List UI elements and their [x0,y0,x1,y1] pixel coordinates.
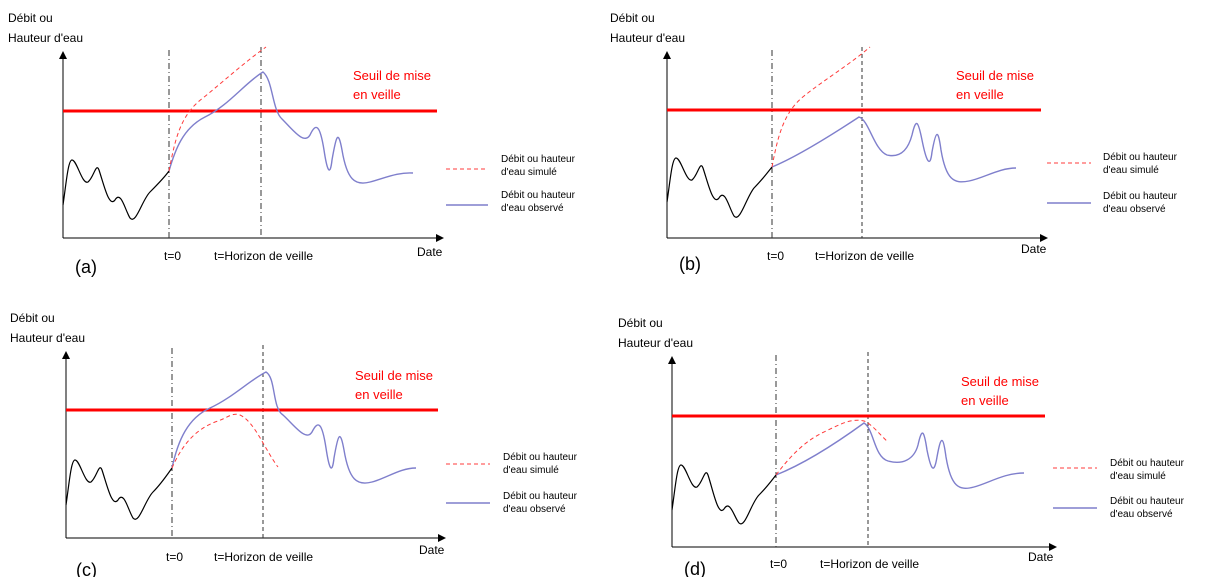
legend-simulated-line2: d'eau simulé [1103,165,1159,176]
y-axis-title-line1: Débit ou [610,11,655,25]
legend-simulated-line2: d'eau simulé [503,465,559,476]
simulated-curve [771,46,871,168]
legend-simulated-line2: d'eau simulé [501,167,557,178]
panel-a: Débit ou Hauteur d'eau Seuil de mise en … [8,11,576,277]
panel-c: Débit ou Hauteur d'eau Seuil de mise en … [10,311,578,577]
panel-letter: (b) [679,254,701,274]
simulated-curve [168,46,267,172]
y-axis-title-line1: Débit ou [618,316,663,330]
y-axis-title-line2: Hauteur d'eau [8,31,83,45]
threshold-label-line1: Seuil de mise [961,374,1039,389]
observed-curve [168,71,414,184]
tick-horizon: t=Horizon de veille [820,557,919,571]
panel-d: Débit ou Hauteur d'eau Seuil de mise en … [618,316,1185,577]
threshold-label-line1: Seuil de mise [353,68,431,83]
threshold-label-line2: en veille [956,87,1004,102]
legend-simulated-line2: d'eau simulé [1110,471,1166,482]
legend-simulated-line1: Débit ou hauteur [501,154,576,165]
tick-t0: t=0 [164,249,181,263]
tick-horizon: t=Horizon de veille [214,550,313,564]
legend-observed-line1: Débit ou hauteur [503,491,578,502]
legend-observed-line2: d'eau observé [1110,509,1173,520]
legend-observed-line1: Débit ou hauteur [501,190,576,201]
threshold-label-line1: Seuil de mise [355,368,433,383]
past-curve [671,464,777,525]
legend-observed-line2: d'eau observé [1103,204,1166,215]
simulated-curve [171,413,279,469]
panel-letter: (a) [75,257,97,277]
legend-simulated-line1: Débit ou hauteur [1103,152,1178,163]
tick-horizon: t=Horizon de veille [815,249,914,263]
legend-observed-line2: d'eau observé [501,203,564,214]
panel-letter: (c) [76,560,97,577]
threshold-label-line2: en veille [961,393,1009,408]
x-axis-title: Date [1028,550,1054,564]
y-axis-title-line1: Débit ou [10,311,55,325]
legend-observed-line2: d'eau observé [503,504,566,515]
observed-curve [171,371,417,484]
legend-observed-line1: Débit ou hauteur [1110,496,1185,507]
observed-curve [771,116,1017,183]
legend-observed-line1: Débit ou hauteur [1103,191,1178,202]
tick-horizon: t=Horizon de veille [214,249,313,263]
tick-t0: t=0 [166,550,183,564]
x-axis-title: Date [419,543,445,557]
panel-b: Débit ou Hauteur d'eau Seuil de mise en … [610,11,1178,274]
past-curve [62,159,170,220]
y-axis-title-line1: Débit ou [8,11,53,25]
tick-t0: t=0 [770,557,787,571]
threshold-label-line1: Seuil de mise [956,68,1034,83]
y-axis-title-line2: Hauteur d'eau [618,336,693,350]
x-axis-title: Date [1021,242,1047,256]
simulated-curve [775,419,889,476]
threshold-label-line2: en veille [353,87,401,102]
y-axis-title-line2: Hauteur d'eau [10,331,85,345]
legend-simulated-line1: Débit ou hauteur [1110,458,1185,469]
observed-curve [775,422,1025,489]
legend-simulated-line1: Débit ou hauteur [503,452,578,463]
tick-t0: t=0 [767,249,784,263]
past-curve [666,157,773,218]
threshold-label-line2: en veille [355,387,403,402]
x-axis-title: Date [417,245,443,259]
y-axis-title-line2: Hauteur d'eau [610,31,685,45]
panel-letter: (d) [684,559,706,577]
past-curve [65,459,173,520]
